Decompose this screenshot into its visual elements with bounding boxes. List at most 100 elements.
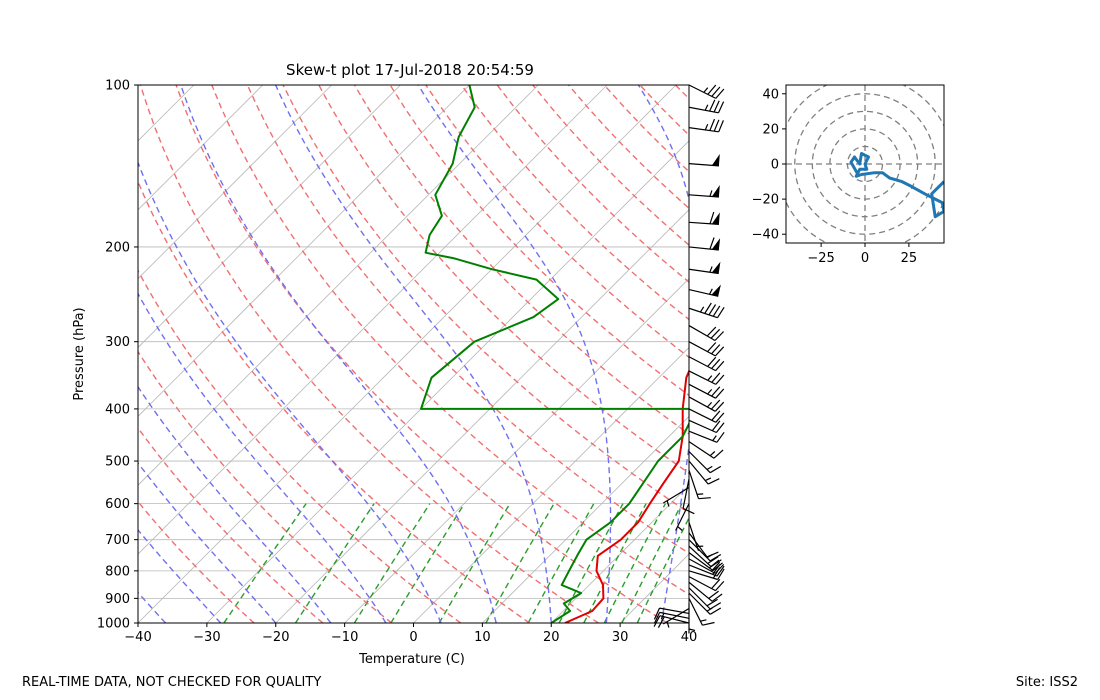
dry-adiabat-line bbox=[211, 85, 689, 596]
hodograph-rings bbox=[786, 85, 944, 243]
dry-adiabat-line bbox=[138, 500, 255, 623]
barb-staff bbox=[659, 615, 690, 624]
barb-staff bbox=[688, 545, 712, 568]
barb-flag bbox=[711, 386, 721, 397]
barb-flag bbox=[715, 360, 725, 371]
x-tick-label: −30 bbox=[193, 630, 220, 645]
barb-flag bbox=[709, 118, 716, 131]
barb-flag bbox=[709, 465, 722, 474]
barb-flag bbox=[706, 598, 718, 607]
mixing-ratio-line bbox=[438, 503, 511, 623]
x-tick-label: −40 bbox=[124, 630, 151, 645]
dry-adiabat-line bbox=[138, 426, 324, 623]
barb-staff bbox=[688, 552, 714, 572]
barb-flag bbox=[715, 88, 725, 99]
site-label: Site: ISS2 bbox=[1016, 675, 1078, 690]
dry-adiabat-line bbox=[460, 85, 689, 321]
wind-barb bbox=[688, 383, 725, 399]
barb-flag bbox=[710, 559, 722, 568]
barb-staff bbox=[688, 430, 718, 443]
barb-flag bbox=[709, 211, 715, 224]
isotherm-line bbox=[758, 85, 1100, 623]
hodograph-x-tick-label: 0 bbox=[861, 251, 869, 266]
wind-barb bbox=[688, 532, 719, 558]
mixing-ratio-line bbox=[223, 503, 307, 623]
wind-barb bbox=[688, 430, 725, 443]
barb-staff bbox=[662, 608, 690, 625]
isotherm-line bbox=[413, 346, 689, 623]
barb-half-flag bbox=[660, 613, 665, 620]
isotherm-line bbox=[138, 85, 195, 142]
barb-flag bbox=[711, 420, 721, 432]
barb-flag bbox=[711, 578, 721, 589]
x-tick-label: 40 bbox=[681, 630, 698, 645]
wind-barb bbox=[675, 503, 690, 531]
x-ticks: −40 −30 −20 −10 0 10 20 30 40 bbox=[124, 623, 697, 645]
barb-pennant bbox=[711, 212, 720, 225]
wind-barb bbox=[688, 396, 725, 412]
barb-staff bbox=[688, 341, 716, 357]
isotherm-line bbox=[688, 622, 689, 623]
barb-half-flag bbox=[708, 288, 713, 295]
dry-adiabat-line bbox=[138, 180, 530, 623]
barb-flag bbox=[707, 556, 719, 565]
barb-flag bbox=[710, 328, 721, 339]
hodograph-ring bbox=[794, 93, 936, 235]
barb-staff bbox=[688, 576, 716, 592]
skewt-panel: −40 −30 −20 −10 0 10 20 30 40 100200300400500600… bbox=[72, 61, 1100, 667]
barb-staff bbox=[688, 221, 719, 225]
wind-barb bbox=[688, 460, 720, 485]
dry-adiabat-line bbox=[175, 85, 668, 623]
barb-flag bbox=[711, 372, 721, 383]
barb-staff bbox=[688, 356, 716, 372]
wind-barb bbox=[688, 370, 725, 385]
barb-flag bbox=[707, 478, 720, 485]
hodograph-y-tick-label: −20 bbox=[752, 193, 779, 208]
barb-flag bbox=[711, 410, 721, 421]
barb-staff bbox=[688, 325, 716, 342]
hodograph-x-tick-label: −25 bbox=[807, 251, 834, 266]
barb-staff bbox=[659, 611, 690, 619]
barb-flag bbox=[714, 331, 725, 341]
isotherm-line bbox=[138, 85, 332, 280]
sounding-traces bbox=[420, 85, 689, 623]
barb-flag bbox=[709, 602, 722, 610]
barb-flag bbox=[718, 120, 724, 133]
barb-pennant bbox=[711, 261, 721, 274]
plot-frame bbox=[137, 84, 690, 624]
isotherm-line bbox=[138, 85, 401, 349]
moist-adiabat-line bbox=[637, 85, 689, 623]
wind-barb bbox=[688, 261, 721, 275]
wind-barb bbox=[688, 325, 725, 342]
barb-half-flag bbox=[697, 493, 704, 495]
barb-pennant bbox=[711, 154, 720, 166]
barb-flag bbox=[711, 344, 721, 355]
barb-flag bbox=[708, 590, 719, 599]
y-tick-label: 700 bbox=[105, 533, 130, 548]
moist-adiabat-line bbox=[138, 160, 442, 623]
x-tick-label: 10 bbox=[474, 630, 491, 645]
dry-adiabat-line bbox=[389, 85, 689, 397]
barb-flag bbox=[707, 342, 717, 353]
barb-staff bbox=[688, 460, 709, 485]
barb-half-flag bbox=[709, 266, 713, 273]
mixing-ratio-line bbox=[636, 516, 689, 623]
barb-flag bbox=[657, 616, 665, 628]
barb-flag bbox=[712, 562, 723, 572]
y-tick-label: 300 bbox=[105, 335, 130, 350]
barb-flag bbox=[707, 356, 717, 367]
moist-adiabat-line bbox=[138, 385, 332, 623]
y-axis-label: Pressure (hPa) bbox=[72, 307, 87, 400]
isotherm-line bbox=[138, 85, 264, 211]
barb-half-flag bbox=[709, 451, 716, 457]
wind-barb bbox=[688, 154, 720, 167]
barb-pennant bbox=[711, 284, 721, 297]
hodograph-y-tick-label: 40 bbox=[762, 87, 779, 102]
barb-staff bbox=[682, 478, 690, 509]
barb-staff bbox=[688, 564, 718, 577]
isotherm-line bbox=[482, 415, 689, 623]
isotherm-line bbox=[138, 85, 539, 486]
barb-flag bbox=[715, 412, 725, 423]
barb-flag bbox=[708, 304, 717, 316]
dry-adiabat-line bbox=[854, 85, 1100, 623]
